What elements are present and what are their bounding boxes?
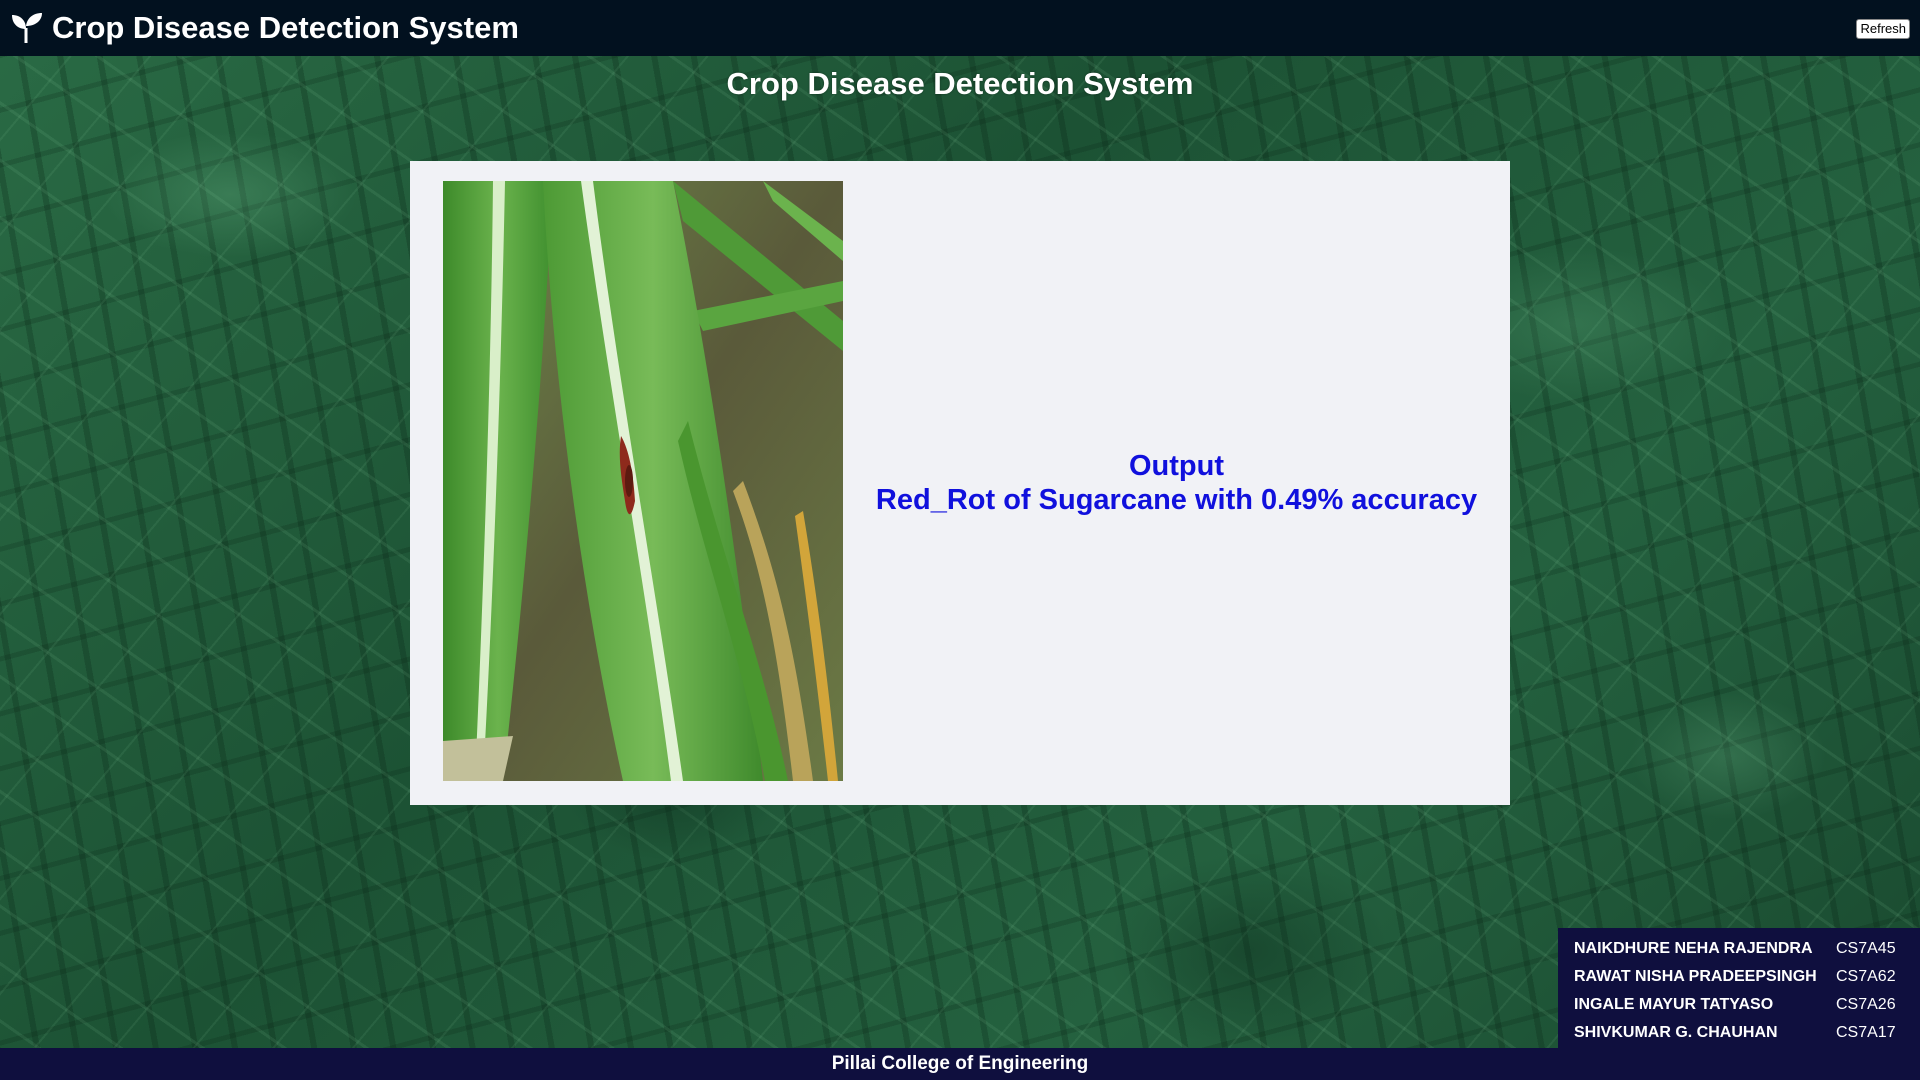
table-row: INGALE MAYUR TATYASO CS7A26: [1574, 991, 1896, 1019]
member-roll: CS7A62: [1836, 968, 1896, 985]
seedling-icon: [12, 13, 42, 43]
member-name: SHIVKUMAR G. CHAUHAN: [1574, 1024, 1778, 1041]
team-panel: NAIKDHURE NEHA RAJENDRA CS7A45 RAWAT NIS…: [1558, 928, 1920, 1048]
member-roll: CS7A26: [1836, 996, 1896, 1013]
output-label: Output: [1128, 450, 1224, 482]
prediction-text: Red_Rot of Sugarcane with 0.49% accuracy: [875, 484, 1478, 516]
table-row: NAIKDHURE NEHA RAJENDRA CS7A45: [1574, 935, 1896, 963]
team-table: NAIKDHURE NEHA RAJENDRA CS7A45 RAWAT NIS…: [1574, 935, 1896, 1047]
member-name: RAWAT NISHA PRADEEPSINGH: [1574, 968, 1817, 985]
result-card: Output Red_Rot of Sugarcane with 0.49% a…: [410, 161, 1510, 805]
member-roll: CS7A17: [1836, 1024, 1896, 1041]
page-title: Crop Disease Detection System: [726, 66, 1194, 101]
prediction-output: Output Red_Rot of Sugarcane with 0.49% a…: [843, 161, 1510, 805]
brand-title: Crop Disease Detection System: [52, 10, 519, 45]
member-name: NAIKDHURE NEHA RAJENDRA: [1574, 940, 1813, 957]
table-row: RAWAT NISHA PRADEEPSINGH CS7A62: [1574, 963, 1896, 991]
table-row: SHIVKUMAR G. CHAUHAN CS7A17: [1574, 1019, 1896, 1047]
top-navbar: Crop Disease Detection System Refresh: [0, 0, 1920, 56]
member-name: INGALE MAYUR TATYASO: [1574, 996, 1774, 1013]
sugarcane-leaf-image: [443, 181, 843, 781]
member-roll: CS7A45: [1836, 940, 1896, 957]
footer: Pillai College of Engineering: [0, 1048, 1920, 1080]
brand[interactable]: Crop Disease Detection System: [10, 10, 519, 46]
refresh-button[interactable]: Refresh: [1856, 19, 1910, 39]
